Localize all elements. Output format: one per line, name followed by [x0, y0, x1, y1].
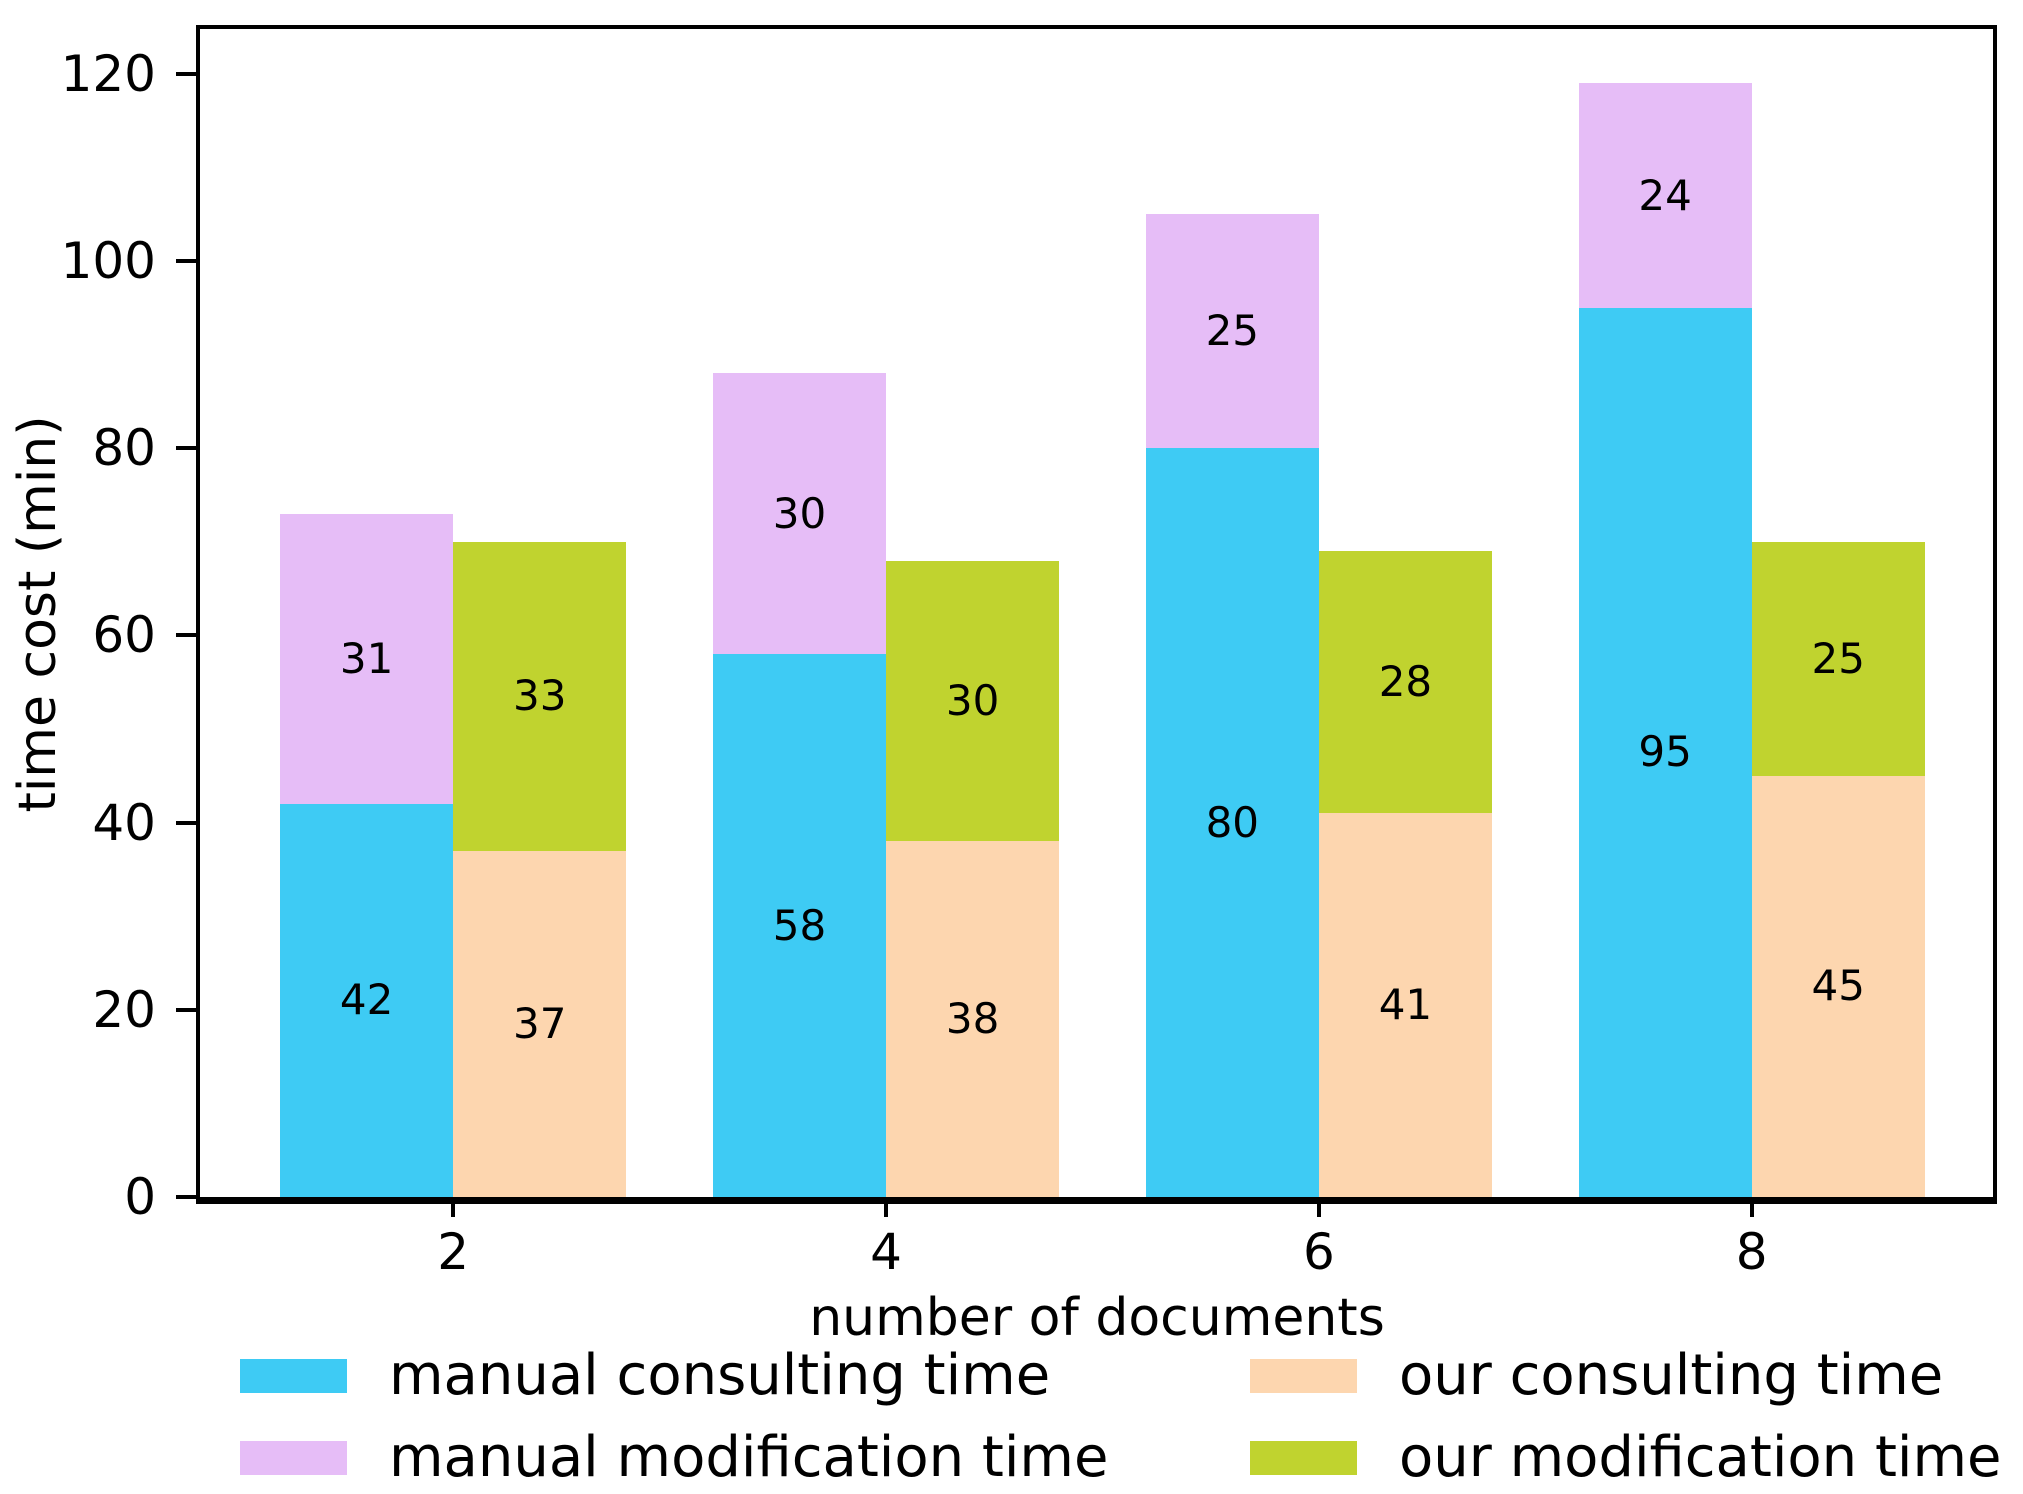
legend-item: our consulting time: [1250, 1348, 1943, 1404]
x-tick-label: 6: [1302, 1223, 1335, 1281]
bar-segment: 95: [1578, 307, 1752, 1197]
bar-segment: 25: [1145, 214, 1319, 449]
legend-item: manual consulting time: [240, 1348, 1050, 1404]
bar-segment: 41: [1318, 813, 1492, 1197]
bar-segment: 28: [1318, 551, 1492, 814]
bar-segment: 33: [453, 541, 627, 851]
y-tick-mark: [176, 71, 196, 76]
bar-segment: 80: [1145, 448, 1319, 1197]
bar-value-label: 31: [339, 633, 394, 683]
bar-segment: 25: [1751, 541, 1925, 776]
bar-stack-our: 25 45: [1751, 541, 1925, 1197]
legend-swatch-our-consulting: [1250, 1359, 1357, 1393]
plot-area: 0 20 40 60 80 100 120 2 31 42 33 37 4 30 58 30 38 6 25 80 28…: [61, 25, 1997, 1277]
bar-segment: 30: [712, 373, 887, 655]
x-axis-label: number of documents: [809, 1288, 1385, 1348]
y-tick-label: 80: [92, 419, 156, 478]
bar-value-label: 25: [1205, 306, 1260, 356]
y-tick-mark: [176, 633, 196, 638]
legend-item: manual modification time: [240, 1430, 1108, 1486]
y-tick-mark: [176, 446, 196, 451]
bar-value-label: 30: [772, 488, 827, 538]
bar-segment: 42: [280, 803, 454, 1197]
x-tick-mark: [1316, 1197, 1321, 1217]
x-tick-mark: [884, 1197, 889, 1217]
x-tick-label: 4: [870, 1223, 902, 1281]
legend-label: our consulting time: [1399, 1343, 1944, 1408]
y-tick-mark: [176, 1007, 196, 1012]
bar-value-label: 58: [772, 900, 827, 950]
legend-label: manual modification time: [389, 1425, 1109, 1490]
bar-segment: 37: [453, 850, 627, 1197]
legend-item: our modification time: [1250, 1430, 2001, 1486]
bar-value-label: 24: [1638, 170, 1692, 220]
bar-value-label: 38: [945, 994, 1000, 1044]
y-tick-mark: [176, 259, 196, 264]
bar-segment: 24: [1578, 83, 1752, 308]
bar-value-label: 45: [1811, 961, 1865, 1011]
x-tick-label: 2: [437, 1223, 470, 1281]
bar-stack-our: 28 41: [1318, 551, 1492, 1197]
bar-segment: 38: [886, 841, 1060, 1197]
legend-label: manual consulting time: [389, 1343, 1051, 1408]
y-tick-label: 120: [60, 44, 156, 103]
bar-stack-manual: 24 95: [1578, 83, 1752, 1197]
bar-stack-manual: 31 42: [280, 513, 454, 1197]
y-tick-label: 60: [92, 606, 156, 665]
bar-stack-manual: 25 80: [1145, 214, 1319, 1197]
bar-value-label: 95: [1638, 727, 1692, 777]
legend-swatch-manual-consulting: [240, 1359, 347, 1393]
y-tick-label: 100: [60, 232, 156, 291]
bar-value-label: 37: [513, 998, 567, 1048]
y-tick-label: 0: [124, 1168, 156, 1226]
y-tick-mark: [176, 820, 196, 825]
legend-swatch-manual-modification: [240, 1441, 347, 1475]
bar-value-label: 25: [1811, 633, 1865, 683]
x-tick-mark: [451, 1197, 456, 1217]
bar-value-label: 80: [1205, 797, 1260, 847]
bar-value-label: 41: [1378, 980, 1433, 1030]
bar-value-label: 28: [1378, 657, 1433, 707]
bar-value-label: 42: [339, 975, 394, 1025]
legend-label: our modification time: [1399, 1425, 2002, 1490]
legend-swatch-our-modification: [1250, 1441, 1357, 1475]
bar-segment: 58: [712, 654, 887, 1197]
y-axis-label: time cost (min): [8, 415, 68, 813]
bar-stack-our: 33 37: [453, 541, 627, 1197]
bar-stack-our: 30 38: [886, 560, 1060, 1197]
bar-value-label: 30: [945, 675, 1000, 725]
y-tick-label: 20: [92, 980, 156, 1039]
x-tick-mark: [1749, 1197, 1754, 1217]
bar-segment: 45: [1751, 775, 1925, 1197]
bar-segment: 31: [280, 513, 454, 804]
bar-stack-manual: 30 58: [712, 373, 887, 1197]
x-tick-label: 8: [1735, 1223, 1768, 1281]
bar-value-label: 33: [513, 671, 567, 721]
y-tick-label: 40: [92, 793, 156, 852]
y-tick-mark: [176, 1195, 196, 1199]
bar-segment: 30: [886, 560, 1060, 842]
